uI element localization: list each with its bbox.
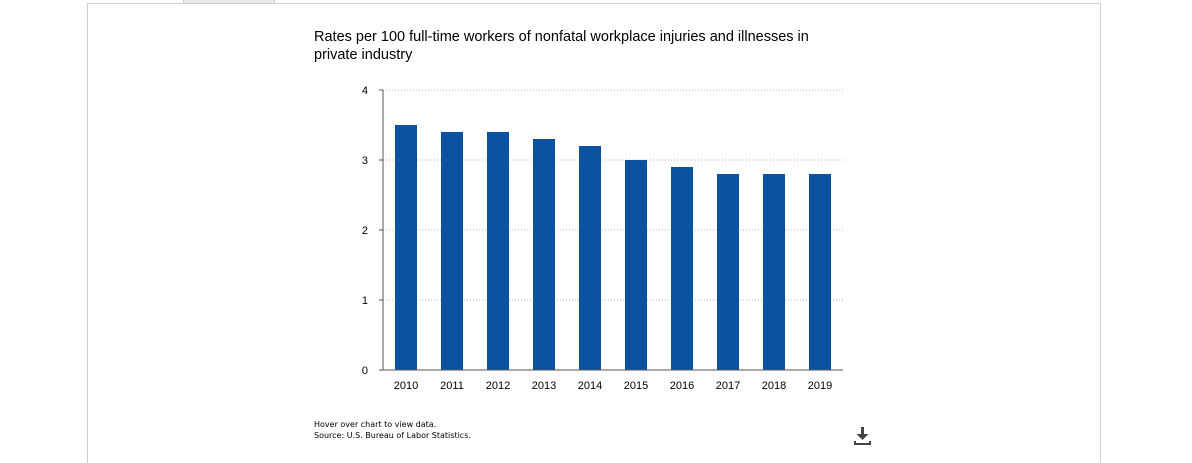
x-tick-label: 2014 [578,380,602,392]
bar[interactable] [487,132,509,370]
download-icon [854,427,871,445]
bar[interactable] [717,174,739,370]
x-tick-label: 2011 [440,380,464,392]
bar[interactable] [671,167,693,370]
chart-title: Rates per 100 full-time workers of nonfa… [314,29,809,63]
bar[interactable] [809,174,831,370]
x-tick-label: 2017 [716,380,740,392]
bar[interactable] [763,174,785,370]
x-tick-label: 2012 [486,380,510,392]
y-tick-label: 4 [362,85,368,97]
bar[interactable] [579,146,601,370]
x-tick-label: 2018 [762,380,786,392]
x-tick-labels: 2010 2011 2012 2013 2014 2015 2016 2017 2018 2019 [394,380,832,392]
y-tick-label: 0 [362,365,368,377]
bar[interactable] [395,125,417,370]
bar[interactable] [625,160,647,370]
bar[interactable] [533,139,555,370]
bar[interactable] [441,132,463,370]
y-tick-label: 3 [362,155,368,167]
chart-panel [87,3,1101,463]
x-tick-label: 2016 [670,380,694,392]
x-tick-label: 2010 [394,380,418,392]
y-tick-label: 1 [362,295,368,307]
download-button[interactable] [851,424,873,446]
x-tick-label: 2013 [532,380,556,392]
bars [395,125,831,370]
source-note: Source: U.S. Bureau of Labor Statistics. [314,431,471,440]
y-tick-label: 2 [362,225,368,237]
tab[interactable] [183,0,275,4]
x-tick-label: 2019 [808,380,832,392]
y-tick-labels: 0 1 2 3 4 [362,85,368,377]
x-tick-label: 2015 [624,380,648,392]
hover-note: Hover over chart to view data. [314,420,437,429]
axes [379,89,843,371]
